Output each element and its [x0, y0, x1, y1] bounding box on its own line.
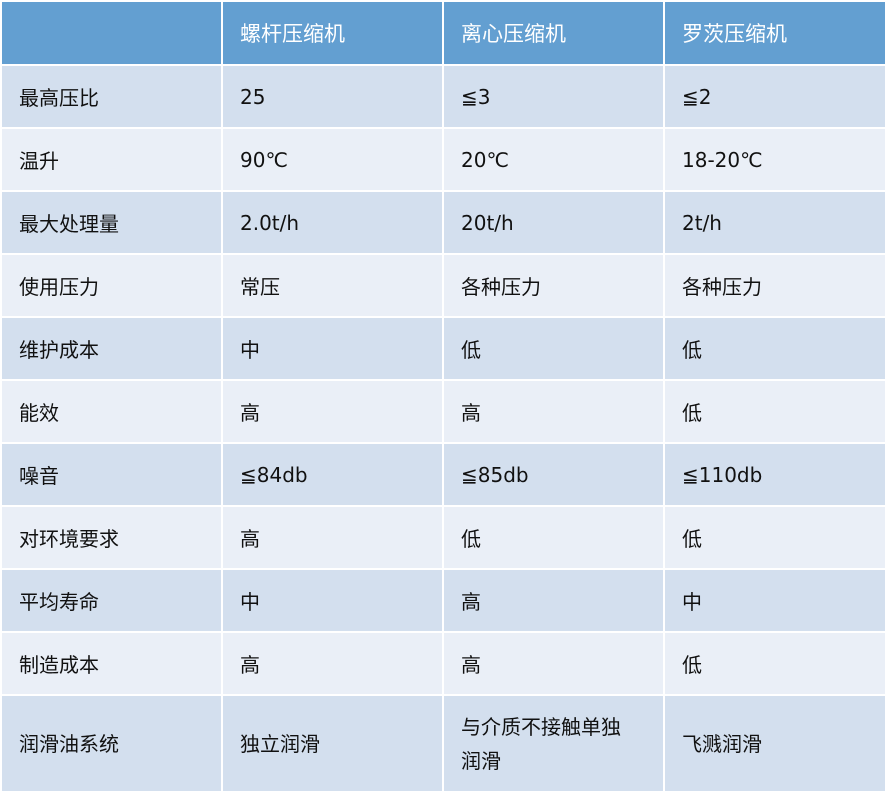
table-cell: 中: [221, 316, 444, 381]
table-cell: 2.0t/h: [221, 190, 444, 255]
table-cell: 各种压力: [663, 253, 885, 318]
table-row: 使用压力 常压 各种压力 各种压力: [0, 253, 885, 318]
table-cell: 高: [221, 379, 444, 444]
table-cell: 飞溅润滑: [663, 694, 885, 793]
table-cell: 低: [663, 316, 885, 381]
row-label: 制造成本: [0, 631, 223, 696]
row-label: 平均寿命: [0, 568, 223, 633]
table-row: 最高压比 25 ≦3 ≦2: [0, 64, 885, 129]
compressor-comparison-table: 螺杆压缩机 离心压缩机 罗茨压缩机 最高压比 25 ≦3 ≦2 温升 90℃ 20℃ 18-20℃…: [0, 0, 885, 793]
table-cell: 中: [663, 568, 885, 633]
column-header: 离心压缩机: [442, 0, 665, 66]
header-row: 螺杆压缩机 离心压缩机 罗茨压缩机: [0, 0, 885, 66]
table-row: 维护成本中低低: [0, 316, 885, 381]
table-cell: 低: [442, 505, 665, 570]
table-row: 能效高高低: [0, 379, 885, 444]
row-label: 最高压比: [0, 64, 223, 129]
table-cell: ≦3: [442, 64, 665, 129]
table-cell: 18-20℃: [663, 127, 885, 192]
row-label: 温升: [0, 127, 223, 192]
table-cell: 高: [221, 505, 444, 570]
column-header: 螺杆压缩机: [221, 0, 444, 66]
table-cell: ≦85db: [442, 442, 665, 507]
table-row: 温升 90℃ 20℃ 18-20℃: [0, 127, 885, 192]
table-cell: 独立润滑: [221, 694, 444, 793]
table-cell: 低: [442, 316, 665, 381]
table-row: 最大处理量 2.0t/h 20t/h 2t/h: [0, 190, 885, 255]
table-cell: ≦2: [663, 64, 885, 129]
column-header: 罗茨压缩机: [663, 0, 885, 66]
table-cell: 高: [442, 631, 665, 696]
table-row: 润滑油系统 独立润滑 与介质不接触单独润滑 飞溅润滑: [0, 694, 885, 793]
table-cell: 20℃: [442, 127, 665, 192]
row-label: 能效: [0, 379, 223, 444]
row-label: 使用压力: [0, 253, 223, 318]
table-cell: 高: [221, 631, 444, 696]
table-row: 制造成本高高低: [0, 631, 885, 696]
table-cell: 低: [663, 379, 885, 444]
row-label: 最大处理量: [0, 190, 223, 255]
table-cell: 常压: [221, 253, 444, 318]
table-cell: 2t/h: [663, 190, 885, 255]
table-row: 对环境要求高低低: [0, 505, 885, 570]
table-cell: 90℃: [221, 127, 444, 192]
table-cell: 20t/h: [442, 190, 665, 255]
table-cell: 25: [221, 64, 444, 129]
table-cell: 与介质不接触单独润滑: [442, 694, 665, 793]
table-cell: 高: [442, 379, 665, 444]
column-header: [0, 0, 223, 66]
row-label: 维护成本: [0, 316, 223, 381]
table-cell: 中: [221, 568, 444, 633]
table-cell: ≦110db: [663, 442, 885, 507]
table-row: 平均寿命中高中: [0, 568, 885, 633]
table-row: 噪音 ≦84db ≦85db ≦110db: [0, 442, 885, 507]
table-cell: 各种压力: [442, 253, 665, 318]
row-label: 润滑油系统: [0, 694, 223, 793]
row-label: 噪音: [0, 442, 223, 507]
table-cell: ≦84db: [221, 442, 444, 507]
table-cell: 低: [663, 631, 885, 696]
table-cell: 低: [663, 505, 885, 570]
table-cell: 高: [442, 568, 665, 633]
row-label: 对环境要求: [0, 505, 223, 570]
